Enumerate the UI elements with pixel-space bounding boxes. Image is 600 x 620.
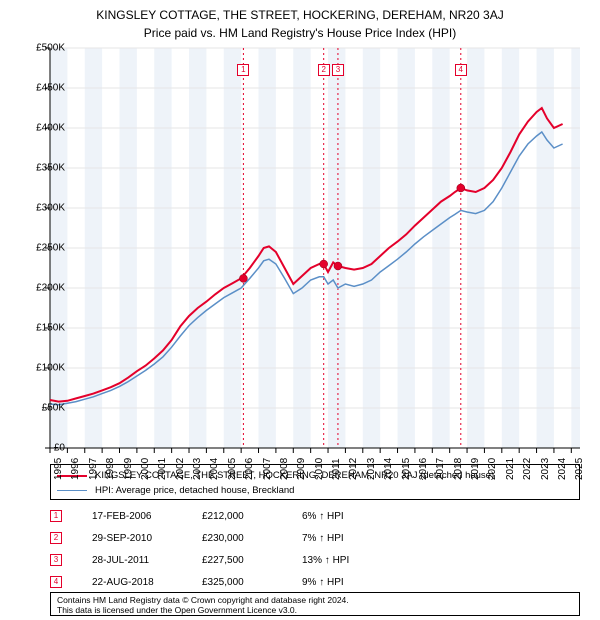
y-tick-label: £200K bbox=[36, 283, 65, 294]
x-tick-label: 2016 bbox=[418, 458, 429, 480]
legend-swatch bbox=[57, 490, 87, 491]
x-tick-label: 2015 bbox=[401, 458, 412, 480]
x-tick-label: 2019 bbox=[470, 458, 481, 480]
sale-price: £212,000 bbox=[202, 511, 302, 522]
chart-svg bbox=[50, 48, 580, 448]
y-tick-label: £350K bbox=[36, 163, 65, 174]
y-tick-label: £250K bbox=[36, 243, 65, 254]
x-tick-label: 2022 bbox=[522, 458, 533, 480]
x-tick-label: 2002 bbox=[175, 458, 186, 480]
x-tick-label: 2012 bbox=[348, 458, 359, 480]
x-tick-label: 2006 bbox=[244, 458, 255, 480]
sale-marker-icon: 2 bbox=[50, 532, 62, 544]
sale-date: 17-FEB-2006 bbox=[92, 511, 202, 522]
y-tick-label: £400K bbox=[36, 123, 65, 134]
x-tick-label: 1999 bbox=[123, 458, 134, 480]
sale-row: 4 22-AUG-2018£325,0009% ↑ HPI bbox=[50, 572, 382, 592]
sale-price: £325,000 bbox=[202, 577, 302, 588]
x-tick-label: 2000 bbox=[140, 458, 151, 480]
y-tick-label: £100K bbox=[36, 363, 65, 374]
x-tick-label: 2003 bbox=[192, 458, 203, 480]
y-tick-label: £0 bbox=[54, 443, 65, 454]
x-tick-label: 1997 bbox=[88, 458, 99, 480]
sales-table: 1 17-FEB-2006£212,0006% ↑ HPI 2 29-SEP-2010… bbox=[50, 506, 382, 594]
chart-area bbox=[50, 48, 580, 448]
sale-price: £230,000 bbox=[202, 533, 302, 544]
sale-marker-on-chart: 1 bbox=[237, 64, 249, 76]
sale-marker-icon: 1 bbox=[50, 510, 62, 522]
legend-label: HPI: Average price, detached house, Brec… bbox=[95, 485, 294, 496]
x-tick-label: 2010 bbox=[314, 458, 325, 480]
x-tick-label: 2020 bbox=[487, 458, 498, 480]
sale-marker-on-chart: 4 bbox=[455, 64, 467, 76]
x-tick-label: 2025 bbox=[574, 458, 585, 480]
y-tick-label: £150K bbox=[36, 323, 65, 334]
x-tick-label: 2018 bbox=[453, 458, 464, 480]
attribution-line1: Contains HM Land Registry data © Crown c… bbox=[57, 595, 573, 605]
x-tick-label: 1996 bbox=[70, 458, 81, 480]
x-tick-label: 2014 bbox=[383, 458, 394, 480]
x-tick-label: 2001 bbox=[157, 458, 168, 480]
attribution-box: Contains HM Land Registry data © Crown c… bbox=[50, 592, 580, 616]
x-tick-label: 2007 bbox=[262, 458, 273, 480]
x-tick-label: 2024 bbox=[557, 458, 568, 480]
x-tick-label: 2013 bbox=[366, 458, 377, 480]
sale-delta: 13% ↑ HPI bbox=[302, 555, 382, 566]
y-tick-label: £300K bbox=[36, 203, 65, 214]
x-tick-label: 2011 bbox=[331, 458, 342, 480]
x-tick-label: 2009 bbox=[296, 458, 307, 480]
chart-title-line2: Price paid vs. HM Land Registry's House … bbox=[0, 26, 600, 40]
x-tick-label: 1995 bbox=[53, 458, 64, 480]
sale-price: £227,500 bbox=[202, 555, 302, 566]
x-tick-label: 2017 bbox=[435, 458, 446, 480]
sale-marker-on-chart: 3 bbox=[332, 64, 344, 76]
x-tick-label: 2004 bbox=[209, 458, 220, 480]
sale-row: 2 29-SEP-2010£230,0007% ↑ HPI bbox=[50, 528, 382, 548]
sale-delta: 7% ↑ HPI bbox=[302, 533, 382, 544]
sale-row: 1 17-FEB-2006£212,0006% ↑ HPI bbox=[50, 506, 382, 526]
sale-marker-on-chart: 2 bbox=[318, 64, 330, 76]
x-tick-label: 2008 bbox=[279, 458, 290, 480]
attribution-line2: This data is licensed under the Open Gov… bbox=[57, 605, 573, 615]
y-tick-label: £450K bbox=[36, 83, 65, 94]
sale-row: 3 28-JUL-2011£227,50013% ↑ HPI bbox=[50, 550, 382, 570]
sale-delta: 9% ↑ HPI bbox=[302, 577, 382, 588]
legend-row: HPI: Average price, detached house, Brec… bbox=[57, 483, 573, 498]
x-tick-label: 2005 bbox=[227, 458, 238, 480]
sale-marker-icon: 3 bbox=[50, 554, 62, 566]
sale-date: 29-SEP-2010 bbox=[92, 533, 202, 544]
chart-title-line1: KINGSLEY COTTAGE, THE STREET, HOCKERING,… bbox=[0, 8, 600, 22]
x-tick-label: 2023 bbox=[540, 458, 551, 480]
x-tick-label: 2021 bbox=[505, 458, 516, 480]
sale-date: 22-AUG-2018 bbox=[92, 577, 202, 588]
y-tick-label: £50K bbox=[42, 403, 65, 414]
sale-date: 28-JUL-2011 bbox=[92, 555, 202, 566]
x-tick-label: 1998 bbox=[105, 458, 116, 480]
chart-container: KINGSLEY COTTAGE, THE STREET, HOCKERING,… bbox=[0, 0, 600, 620]
y-tick-label: £500K bbox=[36, 43, 65, 54]
sale-delta: 6% ↑ HPI bbox=[302, 511, 382, 522]
sale-marker-icon: 4 bbox=[50, 576, 62, 588]
